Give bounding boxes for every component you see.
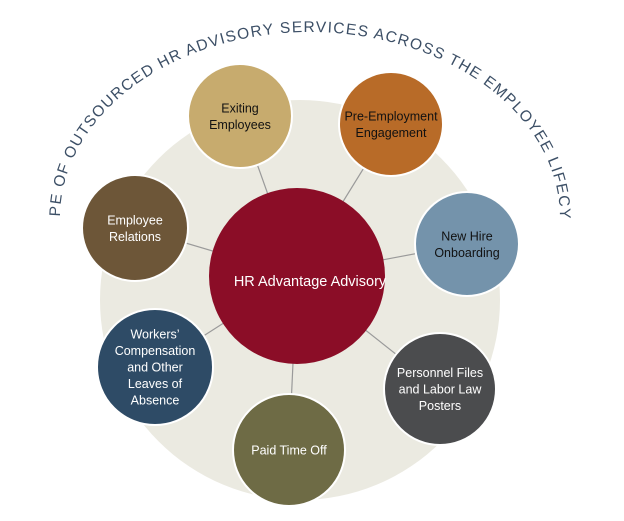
node-employee-relations: Employee Relations: [81, 174, 189, 282]
node-label-line: Employee: [107, 213, 163, 227]
node-circle-personnel-files: [383, 332, 497, 446]
node-label-line: Absence: [131, 394, 180, 408]
node-label-line: Paid Time Off: [251, 444, 327, 458]
node-label-line: Personnel Files: [397, 366, 483, 380]
node-new-hire-onboarding: New Hire Onboarding: [414, 191, 520, 297]
node-label-employee-relations: Employee Relations: [107, 213, 163, 244]
node-label-paid-time-off: Paid Time Off: [251, 444, 327, 458]
center-circle: [209, 188, 385, 364]
node-circle-exiting-employees: [187, 63, 293, 169]
node-circle-paid-time-off: [232, 393, 346, 507]
node-label-exiting-employees: Exiting Employees: [209, 101, 271, 132]
node-label-line: Employees: [209, 118, 271, 132]
node-label-line: and Labor Law: [399, 383, 483, 397]
node-label-pre-employment-engagement: Pre-Employment Engagement: [344, 109, 438, 140]
node-label-line: Posters: [419, 399, 461, 413]
node-label-new-hire-onboarding: New Hire Onboarding: [434, 229, 499, 260]
node-label-line: Compensation: [115, 344, 196, 358]
node-label-line: Exiting: [221, 101, 259, 115]
node-label-line: and Other: [127, 361, 183, 375]
node-label-line: Pre-Employment: [344, 109, 438, 123]
node-workers-compensation: Workers’ Compensation and Other Leaves of Ab…: [96, 308, 214, 426]
node-label-personnel-files: Personnel Files and Labor Law Posters: [397, 366, 483, 413]
node-label-line: New Hire: [441, 229, 492, 243]
node-label-workers-compensation: Workers’ Compensation and Other Leaves of Ab…: [115, 328, 196, 408]
node-circle-employee-relations: [81, 174, 189, 282]
node-exiting-employees: Exiting Employees: [187, 63, 293, 169]
node-paid-time-off: Paid Time Off: [232, 393, 346, 507]
node-circle-workers-compensation: [96, 308, 214, 426]
node-label-line: Workers’: [130, 328, 179, 342]
node-personnel-files: Personnel Files and Labor Law Posters: [383, 332, 497, 446]
node-circle-pre-employment-engagement: [338, 71, 444, 177]
node-pre-employment-engagement: Pre-Employment Engagement: [338, 71, 444, 177]
node-label-line: Leaves of: [128, 377, 183, 391]
node-circle-new-hire-onboarding: [414, 191, 520, 297]
center-label: HR Advantage Advisory: [234, 274, 387, 290]
node-label-line: Relations: [109, 230, 161, 244]
node-label-line: Engagement: [356, 126, 427, 140]
lifecycle-nodes: Exiting Employees Pre-Employment Engagement…: [81, 63, 520, 507]
node-label-line: Onboarding: [434, 246, 499, 260]
center-node: HR Advantage Advisory: [209, 188, 387, 364]
